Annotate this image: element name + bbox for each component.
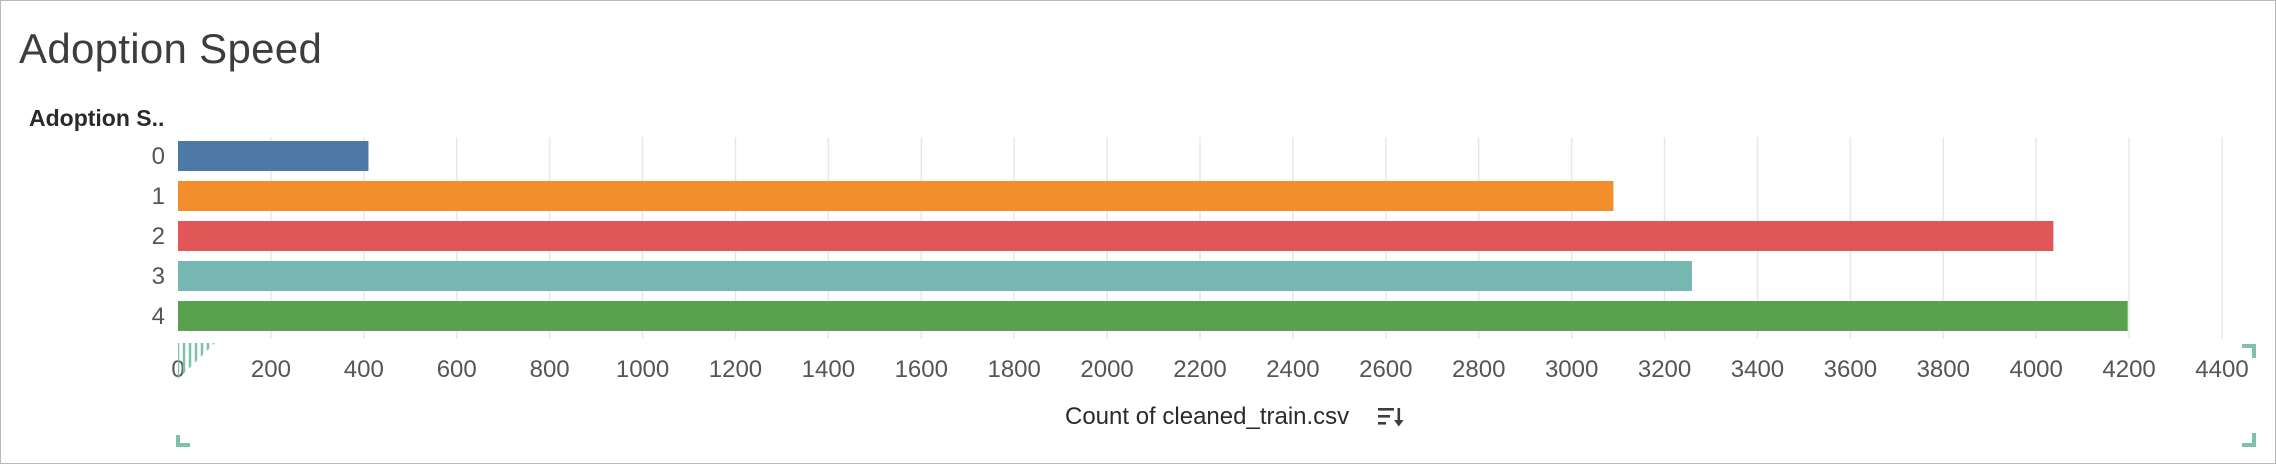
page-title: Adoption Speed — [19, 25, 323, 72]
x-tick-label-3000: 3000 — [1545, 356, 1598, 383]
x-tick-label-800: 800 — [530, 356, 570, 383]
x-axis-title[interactable]: Count of cleaned_train.csv — [1065, 403, 1350, 430]
category-label-0: 0 — [152, 143, 165, 170]
x-tick-label-2400: 2400 — [1266, 356, 1319, 383]
x-tick-label-3400: 3400 — [1731, 356, 1784, 383]
category-label-2: 2 — [152, 223, 165, 250]
bar-2[interactable] — [178, 221, 2054, 251]
x-tick-label-1000: 1000 — [616, 356, 669, 383]
x-tick-label-1600: 1600 — [895, 356, 948, 383]
x-tick-label-1200: 1200 — [709, 356, 762, 383]
x-tick-label-4200: 4200 — [2102, 356, 2155, 383]
row-header-adoption-speed[interactable]: Adoption S.. — [29, 105, 165, 131]
x-tick-label-600: 600 — [437, 356, 477, 383]
x-tick-label-2200: 2200 — [1173, 356, 1226, 383]
bar-0[interactable] — [178, 141, 369, 171]
x-tick-label-3600: 3600 — [1824, 356, 1877, 383]
x-tick-label-400: 400 — [344, 356, 384, 383]
x-tick-label-3200: 3200 — [1638, 356, 1691, 383]
category-label-3: 3 — [152, 263, 165, 290]
x-tick-label-3800: 3800 — [1917, 356, 1970, 383]
resize-corner-icon-bottom-right — [2242, 433, 2256, 447]
x-tick-label-4000: 4000 — [2009, 356, 2062, 383]
x-tick-label-2000: 2000 — [1080, 356, 1133, 383]
category-label-4: 4 — [152, 303, 165, 330]
sort-descending-icon[interactable] — [1377, 405, 1405, 429]
x-tick-label-1400: 1400 — [802, 356, 855, 383]
resize-corner-icon-top-right — [2242, 344, 2256, 358]
resize-corner-icon-bottom-left — [176, 435, 190, 447]
x-tick-label-2600: 2600 — [1359, 356, 1412, 383]
x-tick-label-2800: 2800 — [1452, 356, 1505, 383]
bar-1[interactable] — [178, 181, 1614, 211]
category-label-1: 1 — [152, 183, 165, 210]
x-tick-label-200: 200 — [251, 356, 291, 383]
bar-3[interactable] — [178, 261, 1692, 291]
bar-4[interactable] — [178, 301, 2128, 331]
x-tick-label-1800: 1800 — [987, 356, 1040, 383]
axis-range-marker — [178, 343, 215, 379]
x-tick-label-4400: 4400 — [2195, 356, 2248, 383]
